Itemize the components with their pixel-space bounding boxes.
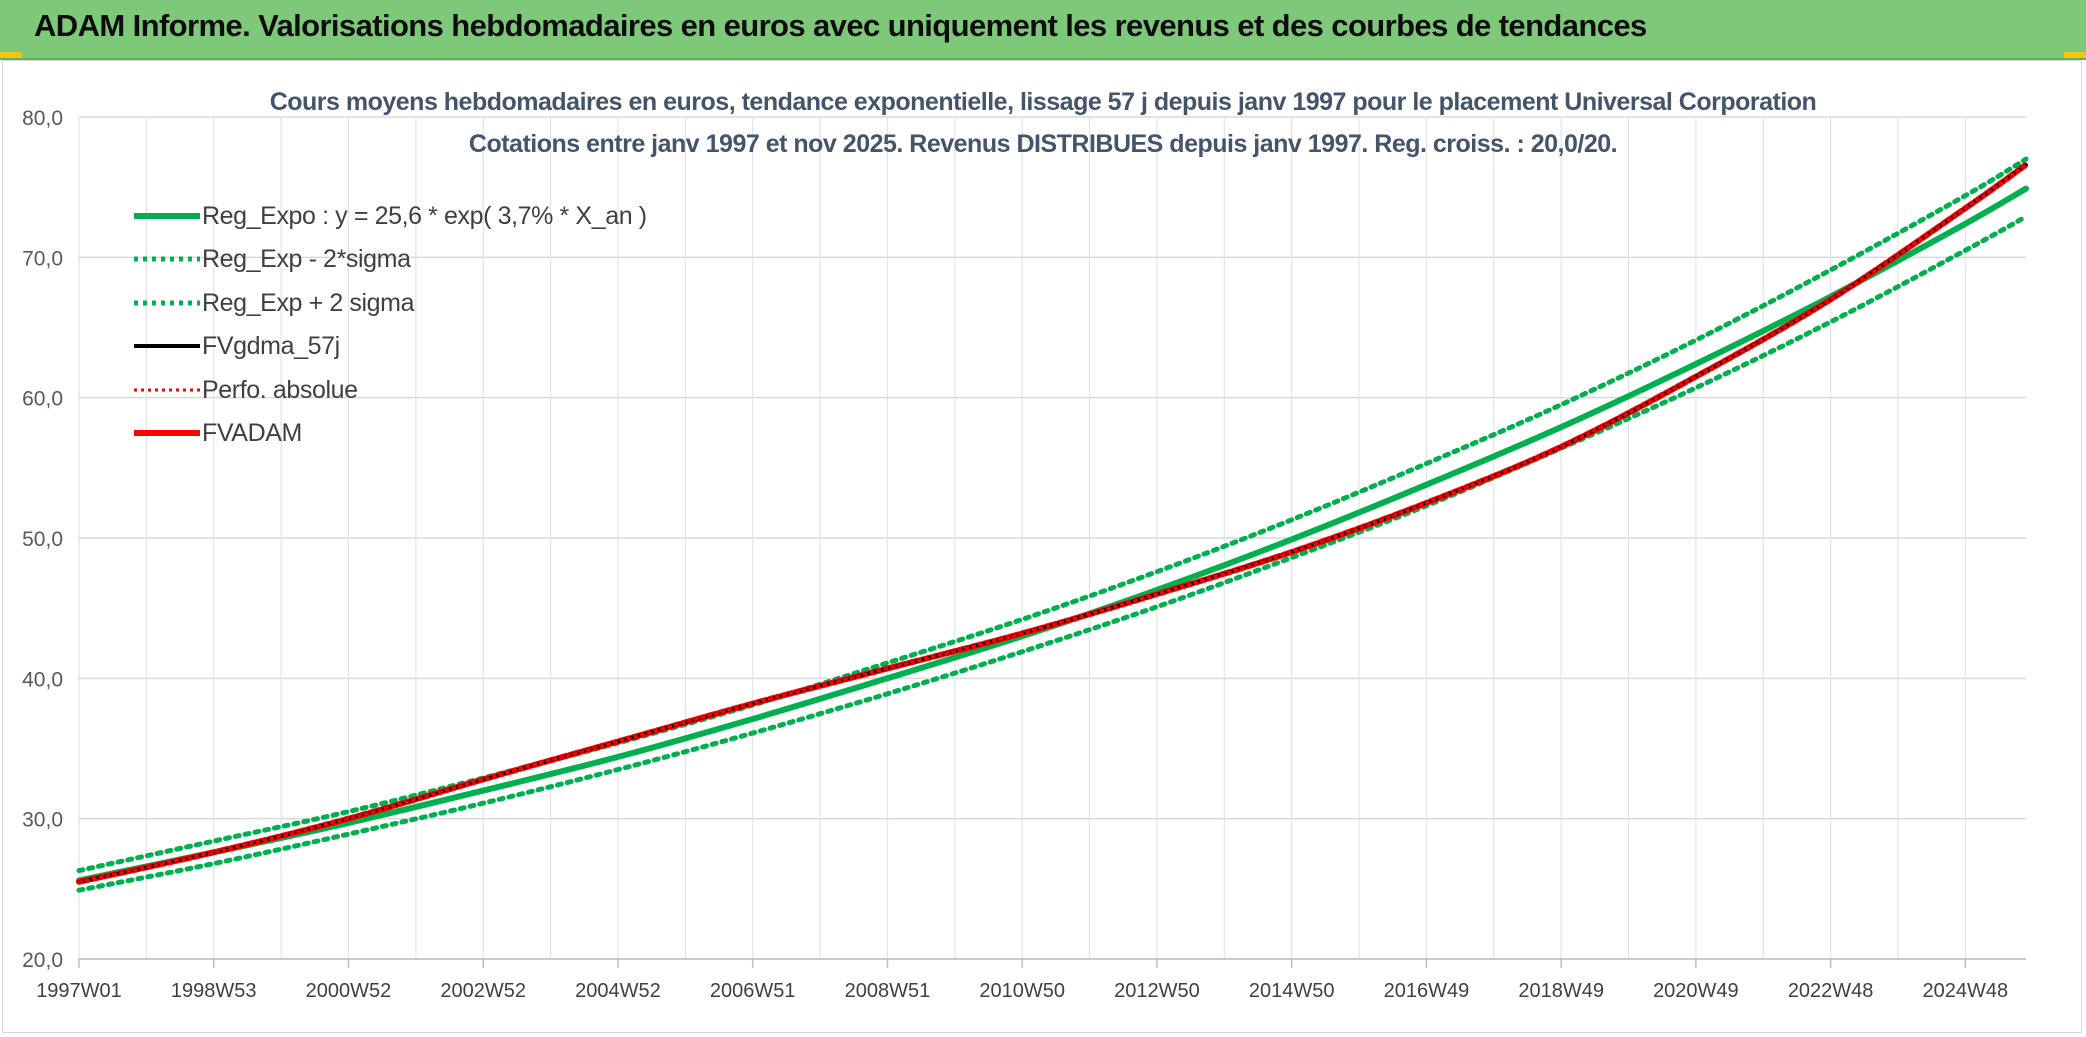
x-tick-label: 2022W48 [1788, 980, 1874, 1002]
x-tick-label: 2008W51 [845, 980, 931, 1002]
series-reg-exp-plus [76, 156, 2029, 874]
x-tick-label: 2016W49 [1384, 980, 1470, 1002]
legend-swatch-fvadam [134, 429, 200, 436]
series-perfo-absolue [77, 163, 2028, 884]
y-tick-label: 20,0 [22, 949, 63, 972]
x-tick-label: 2012W50 [1114, 980, 1200, 1002]
legend-swatch-fvgdma [134, 344, 200, 349]
x-tick-label: 1997W01 [36, 980, 122, 1002]
legend-label-perfo: Perfo. absolue [202, 375, 358, 404]
series-reg-exp-minus [76, 214, 2029, 893]
legend-swatch-perfo [134, 388, 200, 392]
legend-label-fvgdma: FVgdma_57j [202, 332, 340, 361]
legend-swatch-reg-exp-minus [134, 256, 200, 262]
legend-label-reg-exp-plus: Reg_Exp + 2 sigma [202, 288, 415, 317]
x-tick-label: 2020W49 [1653, 980, 1739, 1002]
corner-mark-left [0, 52, 22, 58]
y-tick-label: 30,0 [22, 809, 63, 832]
corner-mark-right [2064, 52, 2086, 58]
legend-swatch-reg-exp-plus [134, 300, 200, 306]
x-tick-label: 2010W50 [979, 980, 1065, 1002]
y-tick-label: 60,0 [22, 388, 63, 411]
x-tick-label: 2006W51 [710, 980, 796, 1002]
x-tick-label: 2000W52 [306, 980, 392, 1002]
chart-frame [2, 60, 2082, 1033]
report-title: ADAM Informe. Valorisations hebdomadaire… [34, 8, 1647, 43]
y-tick-label: 70,0 [22, 247, 63, 270]
x-tick-label: 2004W52 [575, 980, 661, 1002]
legend-label-reg-expo: Reg_Expo : y = 25,6 * exp( 3,7% * X_an ) [202, 202, 647, 230]
legend-label-fvadam: FVADAM [202, 418, 302, 447]
x-tick-label: 2018W49 [1518, 980, 1604, 1002]
x-tick-label: 2002W52 [440, 980, 526, 1002]
legend-swatch-reg-expo [134, 213, 200, 219]
chart-title-line-2: Cotations entre janv 1997 et nov 2025. R… [468, 130, 1618, 158]
legend-label-reg-exp-minus: Reg_Exp - 2*sigma [202, 245, 411, 274]
y-tick-label: 50,0 [22, 528, 63, 551]
report-banner: ADAM Informe. Valorisations hebdomadaire… [0, 0, 2086, 60]
y-tick-label: 40,0 [22, 668, 63, 691]
x-tick-label: 2014W50 [1249, 980, 1335, 1002]
y-tick-label: 80,0 [22, 107, 63, 130]
chart-title-line-1: Cours moyens hebdomadaires en euros, ten… [269, 88, 1817, 116]
x-tick-label: 1998W53 [171, 980, 257, 1002]
x-tick-label: 2024W48 [1923, 980, 2009, 1002]
